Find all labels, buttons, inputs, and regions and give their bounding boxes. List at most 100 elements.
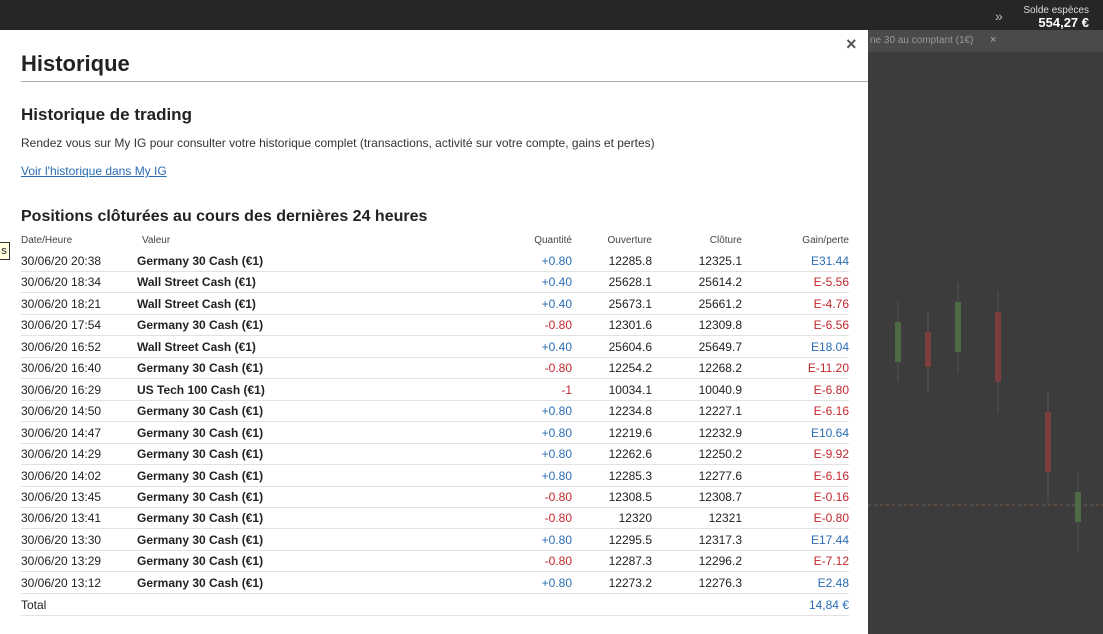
table-row: 30/06/20 13:30 Germany 30 Cash (€1) +0.80 1… bbox=[21, 529, 849, 551]
close-cell: 10040.9 bbox=[698, 382, 742, 397]
instrument-cell: Germany 30 Cash (€1) bbox=[137, 404, 264, 419]
quantity-cell: +0.80 bbox=[541, 575, 572, 590]
date-cell: 30/06/20 18:21 bbox=[21, 296, 102, 311]
open-cell: 12320 bbox=[618, 511, 652, 526]
quantity-cell: +0.80 bbox=[541, 425, 572, 440]
pnl-cell: E-5.56 bbox=[813, 275, 849, 290]
total-label: Total bbox=[21, 598, 47, 613]
pnl-cell: E10.64 bbox=[810, 425, 849, 440]
table-row: 30/06/20 14:29 Germany 30 Cash (€1) +0.80 1… bbox=[21, 443, 849, 466]
pnl-cell: E-6.16 bbox=[813, 468, 849, 483]
pnl-cell: E-6.16 bbox=[813, 404, 849, 419]
date-cell: 30/06/20 14:02 bbox=[21, 468, 102, 483]
myig-link[interactable]: Voir l'historique dans My IG bbox=[21, 164, 167, 178]
total-value: 14,84 € bbox=[808, 598, 849, 613]
modal-title: Historique bbox=[21, 51, 130, 76]
description: Rendez vous sur My IG pour consulter vot… bbox=[21, 136, 655, 150]
table-row: 30/06/20 16:29 US Tech 100 Cash (€1) -1 100… bbox=[21, 379, 849, 401]
table-row: 30/06/20 13:41 Germany 30 Cash (€1) -0.80 1… bbox=[21, 507, 849, 530]
close-cell: 12250.2 bbox=[698, 447, 742, 462]
table-row: 30/06/20 20:38 Germany 30 Cash (€1) +0.80 1… bbox=[21, 250, 849, 272]
open-cell: 10034.1 bbox=[608, 382, 652, 397]
close-cell: 12268.2 bbox=[698, 361, 742, 376]
quantity-cell: -0.80 bbox=[544, 489, 572, 504]
close-cell: 12227.1 bbox=[698, 404, 742, 419]
quantity-cell: +0.80 bbox=[541, 468, 572, 483]
history-modal bbox=[0, 30, 868, 634]
instrument-cell: Wall Street Cash (€1) bbox=[137, 339, 256, 354]
instrument-cell: Germany 30 Cash (€1) bbox=[137, 447, 264, 462]
close-cell: 12276.3 bbox=[698, 575, 742, 590]
table-row: 30/06/20 13:29 Germany 30 Cash (€1) -0.80 1… bbox=[21, 550, 849, 573]
open-cell: 25604.6 bbox=[608, 339, 652, 354]
instrument-cell: Germany 30 Cash (€1) bbox=[137, 425, 264, 440]
quantity-cell: +0.80 bbox=[541, 404, 572, 419]
close-cell: 12277.6 bbox=[698, 468, 742, 483]
open-cell: 12254.2 bbox=[608, 361, 652, 376]
instrument-cell: Germany 30 Cash (€1) bbox=[137, 489, 264, 504]
column-header: Quantité bbox=[534, 235, 572, 246]
quantity-cell: -0.80 bbox=[544, 361, 572, 376]
pnl-cell: E17.44 bbox=[810, 532, 849, 547]
total-row: Total 14,84 € bbox=[21, 594, 849, 617]
date-cell: 30/06/20 13:41 bbox=[21, 511, 102, 526]
column-header: Clôture bbox=[709, 235, 742, 246]
table-row: 30/06/20 13:45 Germany 30 Cash (€1) -0.80 1… bbox=[21, 486, 849, 508]
instrument-cell: US Tech 100 Cash (€1) bbox=[137, 382, 265, 397]
table-row: 30/06/20 14:02 Germany 30 Cash (€1) +0.80 1… bbox=[21, 465, 849, 487]
open-cell: 12234.8 bbox=[608, 404, 652, 419]
expand-icon[interactable]: » bbox=[995, 8, 1003, 24]
quantity-cell: +0.40 bbox=[541, 339, 572, 354]
open-cell: 12301.6 bbox=[608, 318, 652, 333]
pnl-cell: E18.04 bbox=[810, 339, 849, 354]
open-cell: 12262.6 bbox=[608, 447, 652, 462]
chart-background bbox=[868, 282, 1103, 552]
column-header: Gain/perte bbox=[802, 235, 849, 246]
close-cell: 12321 bbox=[708, 511, 742, 526]
section-title: Historique de trading bbox=[21, 105, 192, 124]
table-row: 30/06/20 13:12 Germany 30 Cash (€1) +0.80 1… bbox=[21, 572, 849, 594]
instrument-cell: Germany 30 Cash (€1) bbox=[137, 468, 264, 483]
instrument-cell: Wall Street Cash (€1) bbox=[137, 296, 256, 311]
tab-close[interactable]: × bbox=[990, 34, 997, 46]
instrument-cell: Germany 30 Cash (€1) bbox=[137, 511, 264, 526]
date-cell: 30/06/20 16:52 bbox=[21, 339, 102, 354]
divider bbox=[21, 81, 868, 82]
balance-value: 554,27 € bbox=[1038, 15, 1089, 30]
balance-label: Solde espèces bbox=[1023, 5, 1089, 16]
date-cell: 30/06/20 14:29 bbox=[21, 447, 102, 462]
quantity-cell: +0.80 bbox=[541, 447, 572, 462]
pnl-cell: E-6.56 bbox=[813, 318, 849, 333]
date-cell: 30/06/20 13:29 bbox=[21, 554, 102, 569]
close-cell: 12232.9 bbox=[698, 425, 742, 440]
instrument-cell: Germany 30 Cash (€1) bbox=[137, 532, 264, 547]
close-cell: 12308.7 bbox=[698, 489, 742, 504]
quantity-cell: -0.80 bbox=[544, 554, 572, 569]
open-cell: 12285.3 bbox=[608, 468, 652, 483]
pnl-cell: E-4.76 bbox=[813, 296, 849, 311]
pnl-cell: E-0.80 bbox=[813, 511, 849, 526]
table-row: 30/06/20 16:52 Wall Street Cash (€1) +0.40… bbox=[21, 336, 849, 358]
instrument-cell: Germany 30 Cash (€1) bbox=[137, 361, 264, 376]
date-cell: 30/06/20 20:38 bbox=[21, 254, 102, 268]
table-row: 30/06/20 18:34 Wall Street Cash (€1) +0.40… bbox=[21, 271, 849, 294]
table-row: 30/06/20 14:47 Germany 30 Cash (€1) +0.80 1… bbox=[21, 422, 849, 444]
instrument-cell: Germany 30 Cash (€1) bbox=[137, 318, 264, 333]
open-cell: 12219.6 bbox=[608, 425, 652, 440]
date-cell: 30/06/20 13:12 bbox=[21, 575, 102, 590]
pnl-cell: E-9.92 bbox=[813, 447, 849, 462]
open-cell: 25673.1 bbox=[608, 296, 652, 311]
table-title: Positions clôturées au cours des dernièr… bbox=[21, 208, 428, 225]
close-button[interactable]: × bbox=[846, 34, 857, 54]
instrument-cell: Germany 30 Cash (€1) bbox=[137, 254, 264, 268]
table-row: 30/06/20 17:54 Germany 30 Cash (€1) -0.80 1… bbox=[21, 314, 849, 337]
close-cell: 12309.8 bbox=[698, 318, 742, 333]
pnl-cell: E31.44 bbox=[810, 254, 849, 268]
table-row: 30/06/20 18:21 Wall Street Cash (€1) +0.40… bbox=[21, 293, 849, 315]
close-cell: 25649.7 bbox=[698, 339, 742, 354]
close-cell: 12325.1 bbox=[698, 254, 742, 268]
open-cell: 12285.8 bbox=[608, 254, 652, 268]
tab-label[interactable]: ne 30 au comptant (1€) bbox=[870, 35, 974, 46]
tab-bar bbox=[868, 30, 1103, 52]
